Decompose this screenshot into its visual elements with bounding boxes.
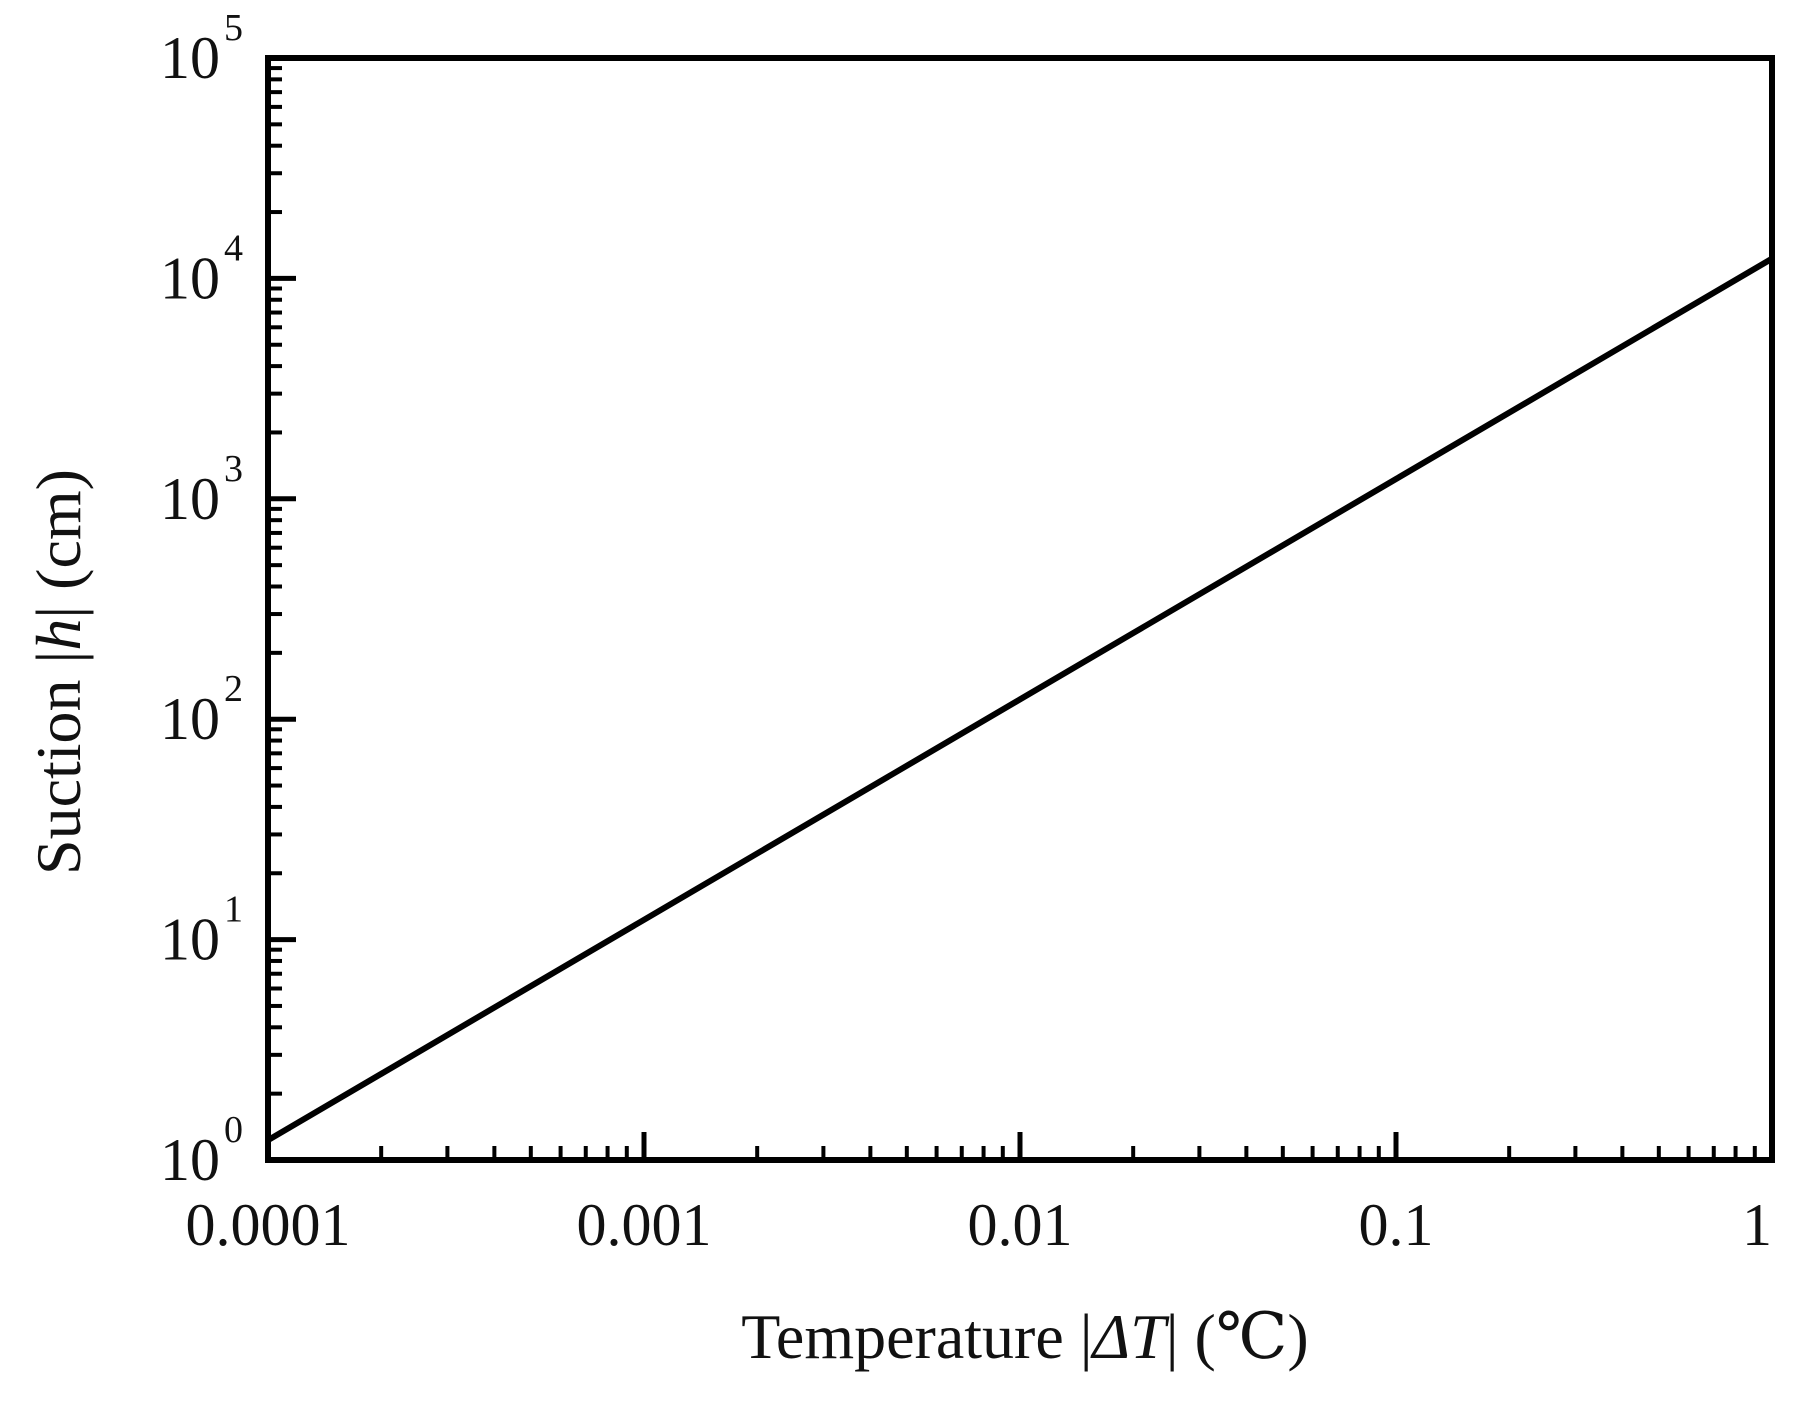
y-tick-label-exponent: 4 <box>224 227 243 269</box>
x-axis-title-pre: Temperature | <box>741 1301 1092 1372</box>
y-tick-label-base: 10 <box>160 466 220 532</box>
y-tick-label-base: 10 <box>160 25 220 91</box>
x-axis-title: Temperature |ΔT| (℃) <box>741 1301 1308 1372</box>
y-axis-title-post: | (cm) <box>23 469 94 619</box>
y-tick-label: 10 <box>160 466 220 532</box>
y-axis-title: Suction |h| (cm) <box>23 469 94 875</box>
y-tick-label-base: 10 <box>160 1127 220 1193</box>
series-line <box>266 256 1774 1143</box>
x-tick-label: 1 <box>1742 1192 1772 1258</box>
x-axis-title-var: ΔT <box>1090 1301 1171 1372</box>
major-ticks <box>265 55 1775 1163</box>
x-tick-label: 0.1 <box>1359 1192 1434 1258</box>
y-tick-label-exponent: 2 <box>224 668 243 710</box>
plot-frame <box>265 55 1775 1163</box>
y-tick-label: 10 <box>160 686 220 752</box>
y-tick-label-exponent: 5 <box>224 7 243 49</box>
x-tick-label: 0.001 <box>577 1192 712 1258</box>
x-tick-label: 0.0001 <box>186 1192 351 1258</box>
y-tick-label-base: 10 <box>160 686 220 752</box>
x-axis-title-post: | (℃) <box>1166 1301 1309 1372</box>
y-tick-label-exponent: 0 <box>224 1109 243 1151</box>
y-tick-label-exponent: 3 <box>224 448 243 490</box>
y-axis-title-pre: Suction | <box>23 651 94 875</box>
y-tick-label-base: 10 <box>160 245 220 311</box>
y-tick-label-exponent: 1 <box>224 889 243 931</box>
y-tick-label: 10 <box>160 25 220 91</box>
x-tick-labels: 0.0001 0.001 0.01 0.1 1 <box>186 1192 1773 1258</box>
minor-ticks <box>268 66 1757 1160</box>
y-axis-title-var: h <box>23 619 94 651</box>
y-tick-label-base: 10 <box>160 907 220 973</box>
y-tick-label: 10 <box>160 1127 220 1193</box>
y-tick-label: 10 <box>160 245 220 311</box>
y-tick-label: 10 <box>160 907 220 973</box>
x-tick-label: 0.01 <box>968 1192 1073 1258</box>
